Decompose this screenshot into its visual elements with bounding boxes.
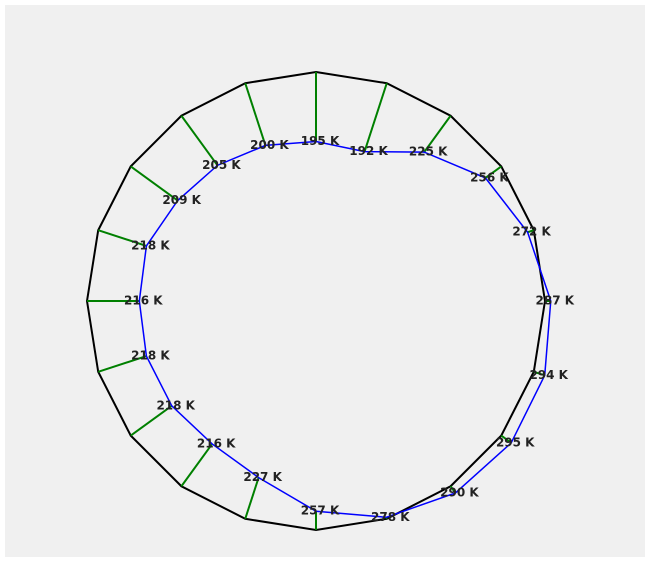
value-label: 192 K: [349, 144, 388, 158]
spoke: [500, 434, 512, 444]
value-label: 278 K: [371, 510, 410, 524]
value-label: 218 K: [131, 238, 170, 252]
value-label: 272 K: [512, 225, 551, 239]
value-label: 287 K: [536, 294, 575, 308]
value-label: 290 K: [440, 485, 479, 499]
value-line: [138, 140, 552, 519]
spoke: [97, 355, 147, 373]
value-label: 216 K: [124, 294, 163, 308]
value-label: 257 K: [301, 504, 340, 518]
spoke: [130, 405, 173, 437]
spoke: [97, 229, 147, 247]
spoke: [449, 485, 457, 494]
spoke: [180, 443, 213, 487]
value-label: 225 K: [409, 145, 448, 159]
spoke: [533, 370, 546, 377]
value-label: 216 K: [197, 436, 236, 450]
value-label: 200 K: [250, 138, 289, 152]
value-label: 209 K: [162, 193, 201, 207]
spoke: [180, 115, 219, 166]
value-label: 227 K: [243, 470, 282, 484]
spoke: [363, 82, 388, 152]
spoke: [244, 82, 267, 146]
value-label: 218 K: [156, 398, 195, 412]
value-label: 195 K: [301, 134, 340, 148]
spoke: [244, 477, 260, 520]
spoke: [527, 229, 535, 234]
value-label: 294 K: [529, 368, 568, 382]
spoke: [130, 165, 179, 202]
value-label: 295 K: [496, 435, 535, 449]
spoke: [484, 165, 502, 179]
value-label: 256 K: [470, 170, 509, 184]
panel: [5, 5, 645, 557]
value-label: 218 K: [131, 349, 170, 363]
value-label: 205 K: [202, 158, 241, 172]
spoke: [423, 115, 452, 153]
